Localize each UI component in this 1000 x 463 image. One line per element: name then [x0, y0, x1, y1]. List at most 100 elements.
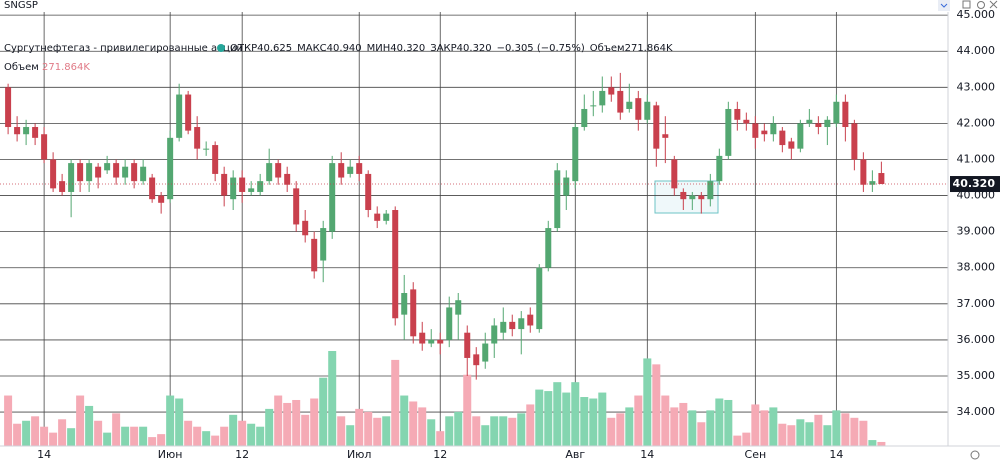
volume-bar: [652, 364, 661, 446]
volume-bar: [814, 414, 823, 446]
x-tick-label: Сен: [745, 448, 767, 461]
volume-bar: [679, 402, 688, 446]
y-tick-label: 44.000: [957, 44, 996, 57]
candle-body: [32, 127, 39, 138]
volume-bar: [616, 413, 625, 446]
candle-body: [383, 213, 390, 221]
candle-body: [221, 173, 228, 196]
volume-bar: [490, 416, 499, 446]
candle-body: [536, 267, 543, 330]
candle-body: [311, 238, 318, 272]
volume-bar: [742, 432, 751, 446]
candle-body: [185, 94, 192, 131]
symbol[interactable]: SNGSP: [4, 0, 38, 11]
candle-body: [104, 163, 111, 171]
volume-bar: [508, 417, 517, 446]
close-icon[interactable]: [989, 0, 998, 9]
volume-bar: [103, 432, 112, 446]
candle-body: [257, 181, 264, 192]
candle-body: [770, 123, 777, 135]
volume-bar: [544, 391, 553, 446]
candle-body: [608, 87, 615, 95]
candle-body: [689, 195, 696, 200]
volume-bar: [256, 426, 265, 446]
candle-body: [869, 181, 876, 185]
candle-body: [464, 332, 471, 358]
candle-body: [68, 163, 75, 192]
candle-body: [284, 173, 291, 185]
candle-body: [77, 163, 84, 182]
volume-bar: [868, 440, 877, 446]
candle-body: [320, 228, 327, 261]
volume-bar: [832, 410, 841, 446]
x-tick-label: 14: [37, 448, 51, 461]
volume-bar: [778, 423, 787, 446]
candle-body: [797, 123, 804, 149]
candle-body: [779, 130, 786, 146]
candle-body: [437, 339, 444, 344]
volume-legend-value: 271.864K: [42, 62, 90, 73]
candle-body: [356, 163, 363, 174]
candle-body: [473, 354, 480, 366]
volume-bar: [409, 401, 418, 446]
legend-value: ОТКР40.625: [230, 43, 292, 54]
volume-bar: [238, 420, 247, 446]
y-tick-label: 42.000: [957, 116, 996, 129]
volume-bar: [436, 431, 445, 446]
candle-body: [833, 101, 840, 124]
candle-body: [149, 177, 156, 200]
candle-body: [806, 119, 813, 124]
volume-bar: [346, 425, 355, 446]
candle-body: [725, 108, 732, 156]
volume-bar: [31, 416, 40, 446]
volume-bar: [670, 407, 679, 446]
candle-body: [140, 166, 147, 182]
volume-bar: [49, 432, 58, 446]
volume-bar: [4, 395, 13, 446]
candle-body: [212, 145, 219, 174]
legend-value: −0.305 (−0.75%): [497, 43, 585, 54]
volume-bar: [283, 402, 292, 446]
x-tick-label: 14: [829, 448, 843, 461]
candle-body: [248, 188, 255, 192]
volume-bar: [121, 426, 130, 446]
candle-body: [824, 119, 831, 128]
dropdown[interactable]: [938, 0, 950, 11]
volume-bar: [517, 413, 526, 446]
candle-body: [59, 181, 66, 192]
candle-body: [482, 343, 489, 362]
candle-body: [176, 94, 183, 138]
candle-body: [329, 163, 336, 232]
candle-body: [617, 90, 624, 113]
candle-body: [788, 141, 795, 149]
legend-values: ОТКР40.625 МАКС40.940 МИН40.320 ЗАКР40.320−…: [230, 43, 673, 54]
volume-bar: [67, 428, 76, 446]
volume-bar: [202, 431, 211, 446]
volume-bar: [247, 423, 256, 446]
y-tick-label: 36.000: [957, 333, 996, 346]
x-tick-label: 12: [235, 448, 249, 461]
candle-body: [95, 166, 102, 178]
volume-bar: [697, 422, 706, 446]
candle-body: [671, 159, 678, 189]
candle-body: [446, 307, 453, 340]
candle-body: [41, 134, 48, 160]
volume-bar: [319, 377, 328, 446]
legend-value: Объем271.864K: [590, 43, 673, 54]
volume-bar: [445, 416, 454, 446]
candle-body: [374, 213, 381, 221]
volume-bar: [823, 425, 832, 446]
candle-body: [419, 332, 426, 344]
y-tick-label: 37.000: [957, 297, 996, 310]
x-tick-label: 12: [433, 448, 447, 461]
candle-body: [194, 127, 201, 149]
volume-bar: [760, 410, 769, 446]
volume-bar: [877, 441, 886, 446]
settings-icon[interactable]: [977, 1, 985, 9]
volume-bar: [634, 395, 643, 446]
maximize-icon[interactable]: [962, 0, 971, 9]
volume-bar: [148, 437, 157, 446]
candle-body: [131, 163, 138, 182]
candle-body: [500, 321, 507, 333]
gear-icon[interactable]: [970, 450, 980, 460]
